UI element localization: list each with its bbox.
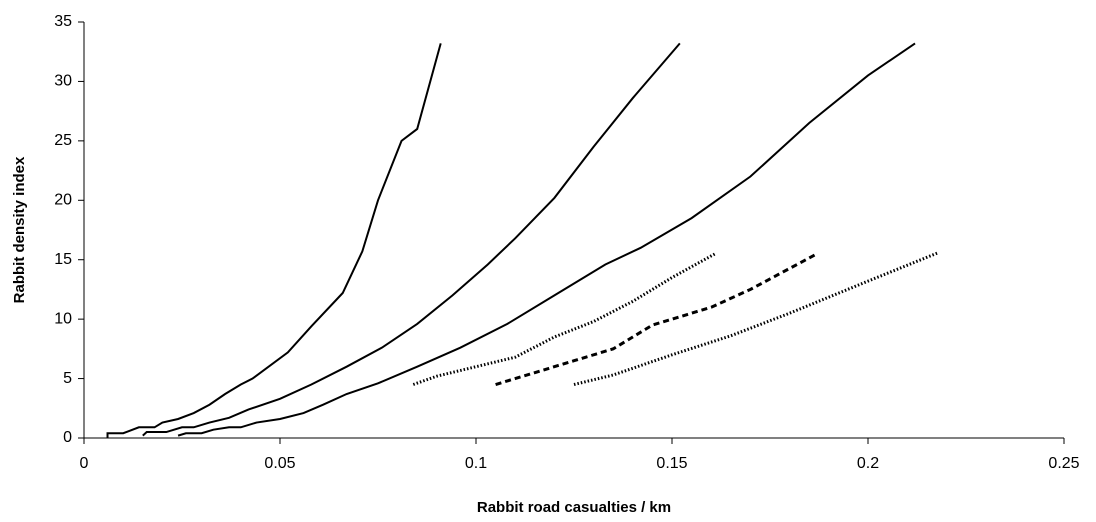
y-tick-label: 20 bbox=[54, 192, 72, 209]
y-tick-label: 0 bbox=[63, 429, 72, 446]
x-tick-label: 0.15 bbox=[656, 455, 687, 472]
series-line bbox=[495, 252, 818, 386]
x-tick-label: 0 bbox=[80, 455, 89, 472]
y-tick-label: 30 bbox=[54, 73, 72, 90]
y-tick-label: 10 bbox=[54, 310, 72, 327]
series-line bbox=[412, 252, 716, 386]
x-tick-label: 0.25 bbox=[1048, 455, 1079, 472]
y-axis-title: Rabbit density index bbox=[11, 156, 28, 303]
y-tick-label: 5 bbox=[63, 370, 72, 387]
series-line bbox=[106, 43, 442, 438]
series-line bbox=[573, 251, 940, 386]
x-tick-label: 0.05 bbox=[264, 455, 295, 472]
series-line bbox=[142, 42, 681, 437]
series-line bbox=[177, 42, 916, 437]
y-tick-label: 25 bbox=[54, 132, 72, 149]
y-tick-label: 15 bbox=[54, 251, 72, 268]
x-tick-label: 0.2 bbox=[857, 455, 879, 472]
x-tick-label: 0.1 bbox=[465, 455, 487, 472]
x-axis-title: Rabbit road casualties / km bbox=[477, 499, 671, 516]
y-tick-label: 35 bbox=[54, 13, 72, 30]
